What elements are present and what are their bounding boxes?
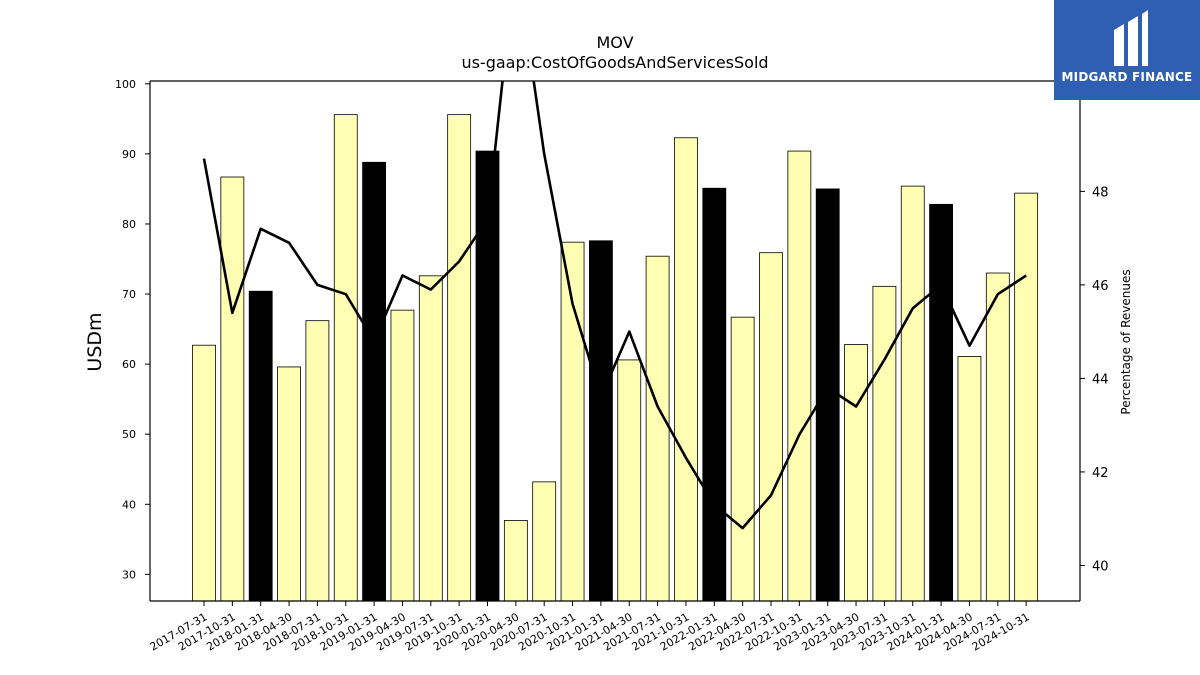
line-layer [202,81,1027,530]
y2-tick-label: 42 [1092,466,1109,481]
bar [560,241,585,602]
bars-layer [192,114,1039,602]
y-tick-label: 30 [122,568,136,581]
bar [589,240,613,602]
bar [674,137,698,602]
bar [872,285,897,602]
bar [815,188,840,602]
bar [362,161,387,602]
bar [759,252,783,602]
y-tick-label: 60 [122,358,136,371]
bar [702,187,727,602]
bar [730,316,755,602]
bar [1014,192,1039,602]
bar [305,320,330,602]
y2-tick-label: 48 [1092,185,1109,200]
bar [929,203,953,602]
y2-tick-label: 44 [1092,372,1109,387]
bar [503,520,528,602]
y-tick-label: 50 [122,428,136,441]
y2-axis-label: Percentage of Revenues [1119,269,1133,414]
bar [844,344,868,602]
logo-text: MIDGARD FINANCE [1061,70,1193,84]
bar [957,356,982,602]
bar [220,176,245,602]
y-tick-label: 90 [122,148,136,161]
bar [645,255,670,602]
y2-tick-label: 46 [1092,279,1109,294]
chart-subtitle: us-gaap:CostOfGoodsAndServicesSold [461,53,768,72]
bar [248,290,273,602]
y-tick-label: 70 [122,288,136,301]
bar [447,114,472,602]
bar [985,272,1010,602]
bar [192,344,216,602]
chart-title: MOV [596,33,633,52]
bar [787,150,812,602]
bar [277,366,301,602]
brand-logo: MIDGARD FINANCE [1054,0,1200,100]
y-tick-label: 80 [122,218,136,231]
y-axis-label: USDm [84,312,106,371]
bar [617,359,642,602]
y2-tick-label: 40 [1092,559,1109,574]
series-line [202,81,1027,530]
bar [532,481,557,602]
bar [333,114,358,602]
y-tick-label: 40 [122,498,136,511]
bar [418,275,443,602]
bar [390,309,415,602]
y-tick-label: 100 [115,78,136,91]
bar [900,185,925,602]
logo-mark-icon [1114,10,1148,66]
